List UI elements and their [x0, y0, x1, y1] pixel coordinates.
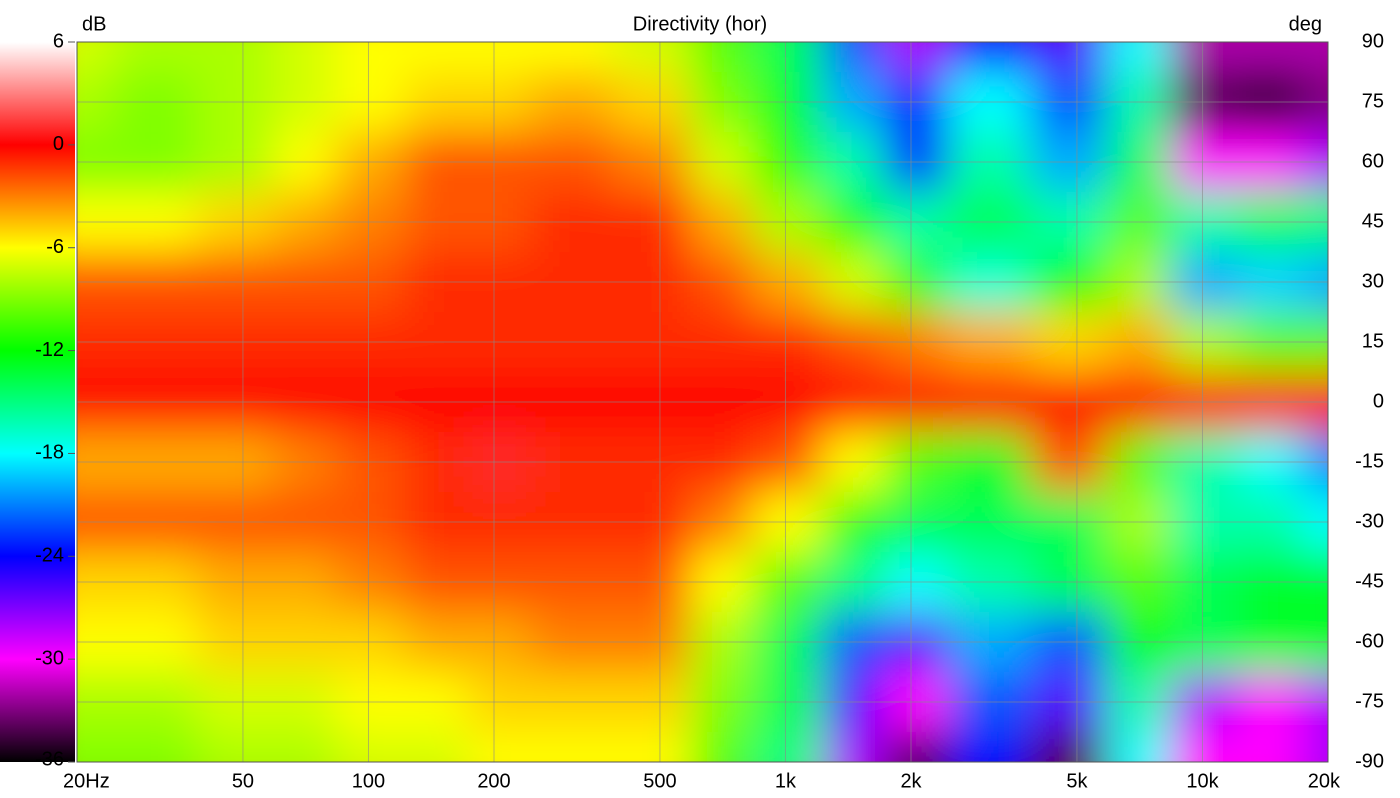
heat-cell: [530, 42, 615, 73]
heat-cell: [1030, 42, 1108, 73]
x-tick-label: 100: [352, 770, 385, 792]
heat-cell: [1239, 732, 1303, 762]
y-tick-label: 45: [1362, 210, 1384, 232]
heat-cell: [113, 42, 198, 73]
color-tick-label: 0: [53, 133, 64, 155]
heat-cell: [690, 732, 754, 762]
y-tick-label: 15: [1362, 330, 1384, 352]
color-tick-label: -24: [35, 545, 64, 567]
y-unit: deg: [1289, 13, 1322, 35]
heat-cell: [273, 42, 337, 73]
heat-cell: [613, 732, 691, 762]
heat-cell: [1301, 42, 1328, 73]
heat-cell: [530, 732, 615, 762]
y-tick-label: 90: [1362, 30, 1384, 52]
y-tick-label: 0: [1373, 390, 1384, 412]
heat-cell: [1301, 732, 1328, 762]
heat-cell: [822, 42, 886, 73]
y-tick-label: -90: [1355, 750, 1384, 772]
heat-cell: [196, 732, 274, 762]
heat-cell: [1170, 732, 1240, 762]
heat-cell: [884, 732, 949, 762]
x-tick-label: 500: [643, 770, 676, 792]
y-tick-label: 75: [1362, 90, 1384, 112]
heat-cell: [1107, 732, 1171, 762]
heatmap: [77, 42, 1328, 762]
y-tick-label: -30: [1355, 510, 1384, 532]
heat-cell: [405, 732, 469, 762]
x-tick-label: 200: [477, 770, 510, 792]
x-tick-label: 20k: [1308, 770, 1341, 792]
plot-area: [77, 42, 1328, 762]
x-tick-label: 50: [232, 770, 254, 792]
heat-cell: [884, 42, 949, 73]
y-tick-label: -60: [1355, 630, 1384, 652]
color-tick-label: -36: [35, 748, 64, 770]
z-unit: dB: [82, 13, 106, 35]
heat-cell: [753, 732, 823, 762]
y-tick-label: -75: [1355, 690, 1384, 712]
heat-cell: [113, 732, 198, 762]
x-tick-label: 20Hz: [63, 770, 110, 792]
color-tick-label: -6: [46, 236, 64, 258]
heat-cell: [273, 732, 337, 762]
heat-cell: [1170, 42, 1240, 73]
color-tick-label: -30: [35, 647, 64, 669]
color-tick-label: -18: [35, 442, 64, 464]
y-tick-label: -45: [1355, 570, 1384, 592]
x-tick-label: 5k: [1066, 770, 1088, 792]
heat-cell: [613, 42, 691, 73]
plot-frame: [76, 41, 1329, 763]
heat-cell: [77, 42, 115, 73]
heat-cell: [1030, 732, 1108, 762]
y-tick-label: 60: [1362, 150, 1384, 172]
heat-cell: [196, 42, 274, 73]
heat-cell: [947, 732, 1032, 762]
y-tick-label: 30: [1362, 270, 1384, 292]
heat-cell: [822, 732, 886, 762]
color-tick-label: -12: [35, 339, 64, 361]
heat-cell: [467, 732, 532, 762]
heat-cell: [1239, 42, 1303, 73]
heat-cell: [336, 42, 406, 73]
chart-title: Directivity (hor): [633, 13, 767, 35]
heat-cell: [1107, 42, 1171, 73]
x-tick-label: 10k: [1186, 770, 1219, 792]
heat-cell: [690, 42, 754, 73]
y-tick-label: -15: [1355, 450, 1384, 472]
heat-cell: [947, 42, 1032, 73]
heat-cell: [336, 732, 406, 762]
color-tick-label: 6: [53, 30, 64, 52]
x-tick-label: 1k: [775, 770, 797, 792]
heat-cell: [77, 732, 115, 762]
x-tick-label: 2k: [900, 770, 922, 792]
heat-cell: [753, 42, 823, 73]
color-bar: [0, 42, 75, 762]
heat-cell: [405, 42, 469, 73]
heat-cell: [467, 42, 532, 73]
